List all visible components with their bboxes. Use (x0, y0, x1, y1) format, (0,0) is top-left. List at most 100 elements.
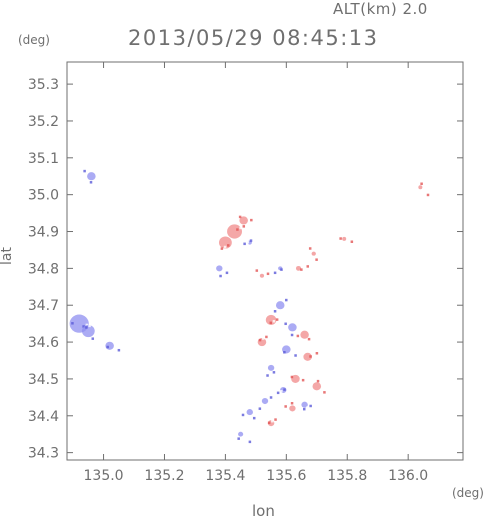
x-tick-label: 135.4 (205, 468, 245, 484)
echo-speckle (103, 347, 106, 350)
echo-patch-receding (300, 330, 309, 339)
echo-speckle (267, 421, 271, 425)
plot-frame (66, 61, 464, 461)
echo-patch-receding (295, 265, 302, 271)
echo-speckle (82, 325, 85, 328)
echo-speckle (269, 372, 272, 376)
echo-speckle (258, 407, 262, 410)
echo-speckle (258, 338, 262, 342)
echo-speckle (290, 402, 294, 405)
echo-speckle (237, 437, 240, 440)
echo-speckle (312, 260, 315, 263)
echo-speckle (303, 266, 306, 270)
echo-patch-receding (291, 374, 300, 383)
echo-speckle (290, 333, 294, 337)
echo-patch-approaching (275, 301, 285, 310)
echo-patch-approaching (261, 397, 269, 405)
echo-speckle (223, 245, 227, 249)
echo-speckle (350, 240, 354, 243)
echo-speckle (294, 354, 297, 357)
echo-speckle (296, 334, 300, 338)
echo-speckle (83, 169, 86, 173)
echo-speckle (303, 407, 306, 411)
echo-speckle (256, 415, 259, 418)
x-axis-label: lon (252, 502, 275, 520)
y-tick-label: 34.8 (28, 261, 59, 277)
echo-speckle (117, 348, 121, 352)
echo-speckle (273, 271, 277, 275)
echo-speckle (222, 273, 226, 276)
echo-speckle (336, 238, 339, 242)
echo-speckle (241, 413, 245, 417)
echo-speckle (315, 352, 319, 355)
x-ticks: 135.0 135.2 135.4 135.6 135.8 136.0 (84, 62, 428, 484)
echo-speckle (243, 242, 246, 246)
echo-speckle (423, 180, 427, 184)
y-tick-label: 35.2 (28, 114, 59, 130)
echo-speckle (246, 240, 250, 244)
echo-patch-receding (239, 216, 248, 225)
y-tick-label: 34.6 (28, 335, 59, 351)
echo-speckle (277, 269, 280, 273)
echo-speckle (290, 375, 294, 379)
y-axis-unit: (deg) (18, 33, 50, 47)
echo-patch-receding (311, 251, 316, 256)
echo-speckle (271, 419, 274, 423)
echo-patch-approaching (216, 265, 223, 272)
echo-speckle (284, 322, 287, 326)
echo-speckle (315, 258, 318, 261)
echo-speckle (250, 218, 253, 222)
echo-patch-receding (342, 236, 347, 241)
echo-patch-receding (312, 382, 322, 391)
echo-speckle (306, 406, 309, 409)
echo-speckle (312, 353, 315, 357)
echo-speckle (255, 269, 259, 272)
echo-speckle (236, 228, 239, 231)
echo-speckle (269, 270, 273, 274)
echo-speckle (71, 322, 74, 325)
echo-speckle (274, 418, 277, 421)
echo-speckle (89, 181, 93, 184)
echo-speckle (234, 439, 237, 442)
echo-speckle (306, 265, 310, 268)
echo-speckle (235, 217, 239, 220)
echo-speckle (85, 326, 88, 329)
echo-speckle (272, 319, 276, 323)
echo-speckle (300, 268, 303, 271)
x-tick-label: 136.0 (388, 468, 428, 484)
echo-speckle (265, 335, 268, 339)
echo-speckle (249, 239, 253, 242)
echo-speckle (88, 324, 91, 328)
echo-patch-approaching (246, 409, 253, 416)
y-tick-label: 35.0 (28, 188, 59, 204)
echo-speckle (276, 391, 280, 395)
echo-speckle (280, 389, 283, 393)
echo-speckle (252, 416, 256, 420)
echo-patch-receding (303, 352, 312, 361)
echo-speckle (106, 345, 109, 349)
echo-patch-approaching (87, 172, 96, 181)
echo-speckle (280, 268, 283, 271)
echo-speckle (269, 396, 273, 399)
echo-speckle (279, 352, 283, 356)
echo-speckle (287, 320, 291, 324)
echo-speckle (227, 244, 230, 247)
echo-speckle (287, 403, 291, 407)
echo-speckle (323, 391, 326, 394)
echo-speckle (309, 355, 312, 358)
echo-patch-approaching (301, 401, 308, 408)
echo-patch-approaching (288, 323, 297, 332)
y-tick-label: 34.4 (28, 409, 59, 425)
echo-speckle (248, 440, 252, 444)
echo-speckle (288, 311, 291, 315)
y-tick-label: 35.3 (28, 77, 59, 93)
echo-speckle (225, 271, 229, 275)
echo-speckle (420, 182, 423, 185)
y-tick-label: 34.7 (28, 298, 59, 314)
x-tick-label: 135.2 (144, 468, 184, 484)
y-tick-label: 34.3 (28, 446, 59, 462)
echo-speckle (426, 193, 430, 197)
x-tick-label: 135.6 (266, 468, 306, 484)
echo-speckle (266, 272, 270, 276)
